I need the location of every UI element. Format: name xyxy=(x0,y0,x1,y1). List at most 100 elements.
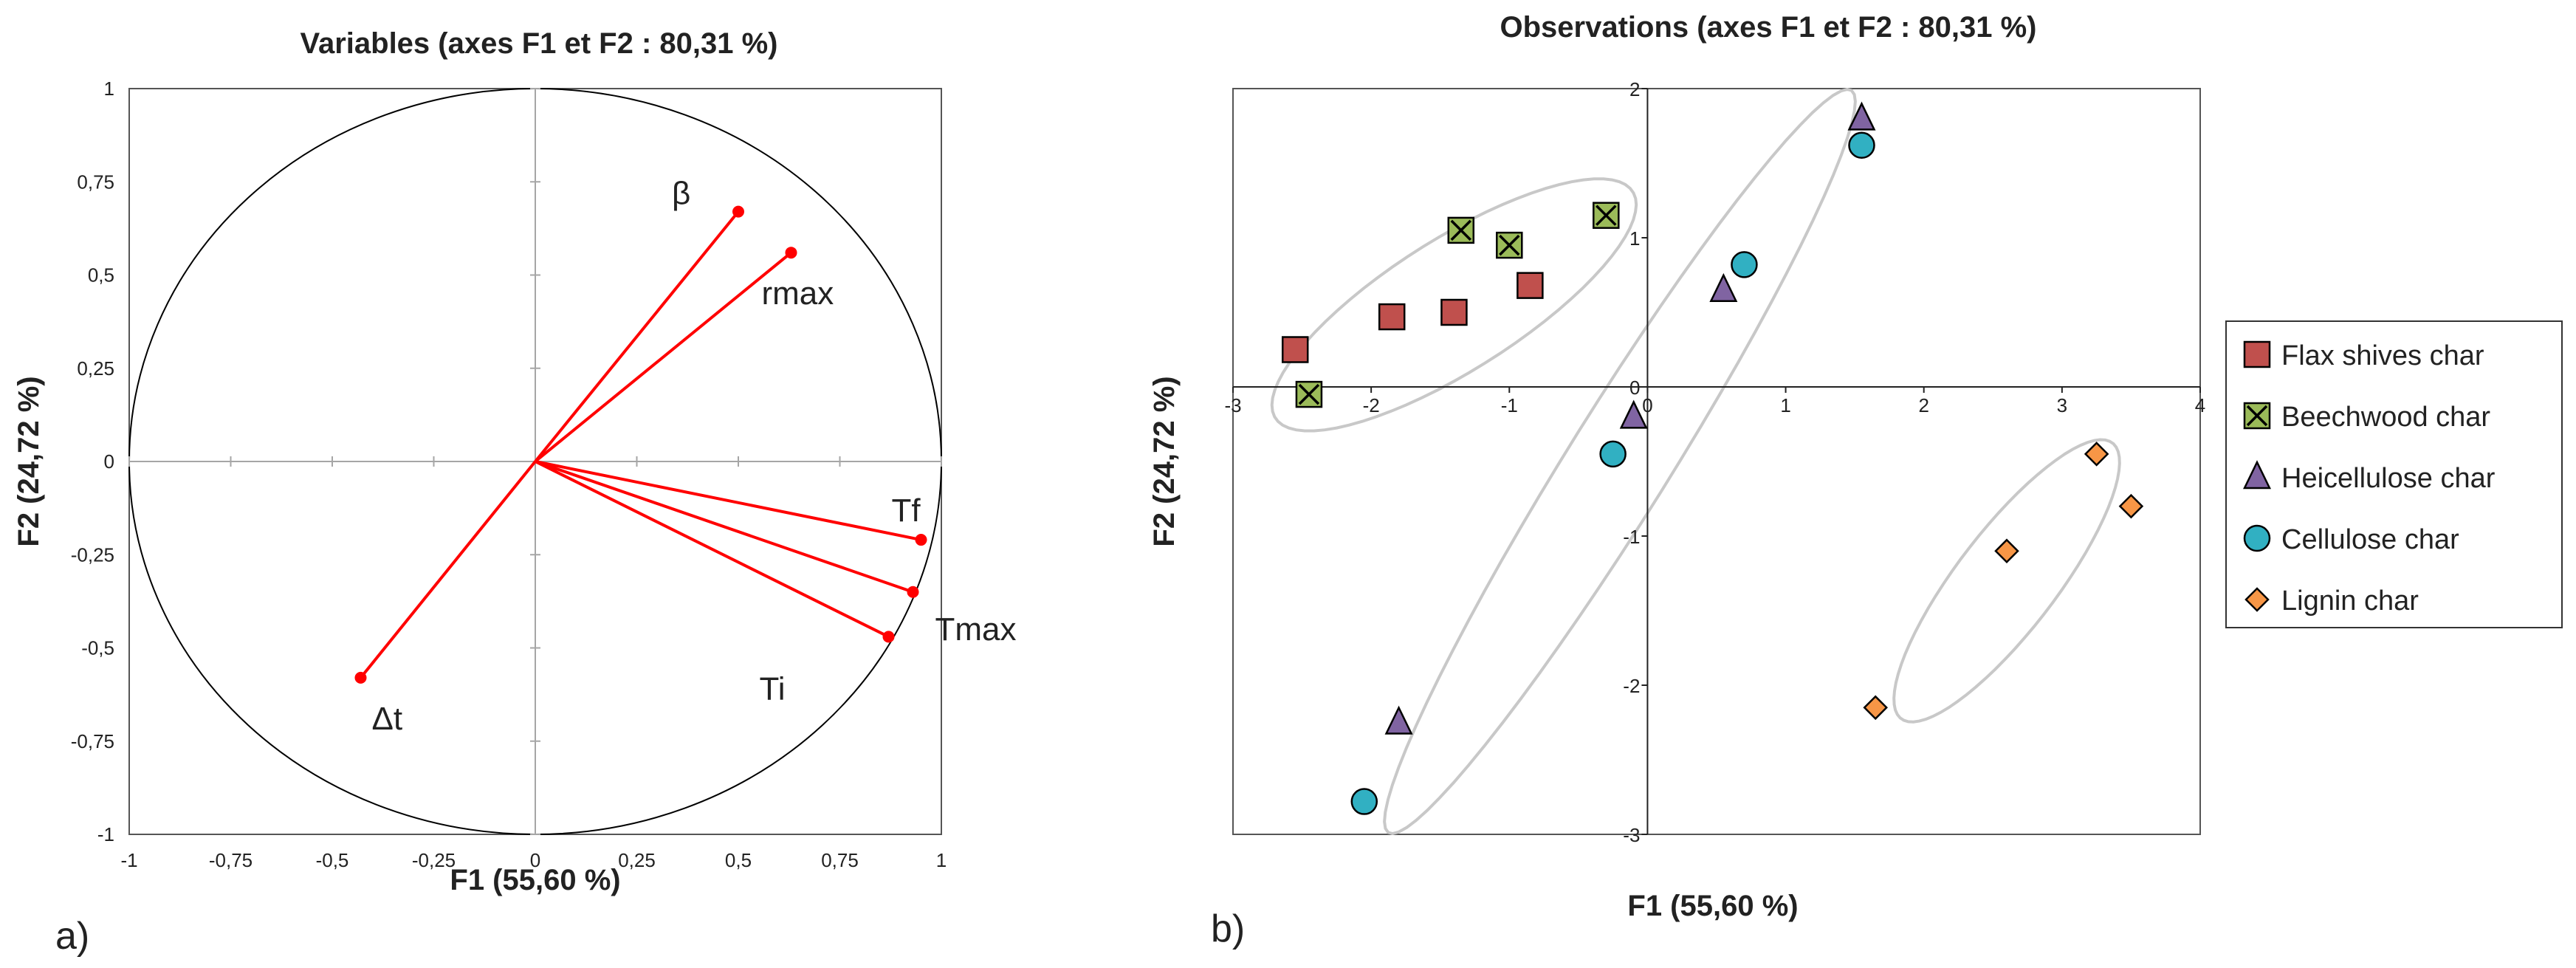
point-3-1 xyxy=(1731,251,1758,278)
chart-b-group-ellipses xyxy=(1270,87,2121,836)
x-tick-label: -0,75 xyxy=(209,849,253,871)
y-tick-label: -0,25 xyxy=(71,543,114,566)
x-tick-label: 4 xyxy=(2195,394,2205,416)
y-tick-label: 0,25 xyxy=(77,357,114,380)
chart-b-points xyxy=(1281,101,2144,815)
y-tick-label: 1 xyxy=(1629,227,1640,250)
variable-label: Tmax xyxy=(935,611,1017,648)
panel-a-label: a) xyxy=(55,915,89,958)
y-tick-label: -2 xyxy=(1623,675,1640,697)
legend-label-0: Flax shives char xyxy=(2281,340,2484,371)
x-tick-label: 0 xyxy=(1642,394,1652,416)
legend-marker-4 xyxy=(2244,587,2270,612)
observations-chart: Observations (axes F1 et F2 : 80,31 %) -… xyxy=(1148,11,2563,950)
point-4-0 xyxy=(2084,442,2109,467)
chart-b-plot-area xyxy=(1232,88,2201,835)
x-tick-label: -2 xyxy=(1363,394,1380,416)
x-tick-label: 2 xyxy=(1918,394,1928,416)
chart-b-legend: Flax shives char Beechwood char Heicellulo… xyxy=(2225,320,2563,628)
chart-a-vectors: β rmax Tf Tmax Ti Δt xyxy=(354,176,1017,737)
variable-label: Δt xyxy=(372,701,403,737)
variable-label: rmax xyxy=(762,275,834,312)
point-3-0 xyxy=(1848,131,1875,159)
chart-b-title: Observations (axes F1 et F2 : 80,31 %) xyxy=(1500,11,2037,44)
vector-3 xyxy=(535,460,914,594)
chart-b-y-axis-label: F2 (24,72 %) xyxy=(1148,376,1181,546)
point-2-3 xyxy=(1384,705,1413,735)
point-1-2-cross xyxy=(1499,234,1520,256)
legend-marker-0 xyxy=(2243,340,2271,368)
point-4-3 xyxy=(1863,695,1888,721)
x-tick-label: 0 xyxy=(530,849,540,871)
legend-label-2: Heicellulose char xyxy=(2281,463,2496,494)
chart-b-axes xyxy=(1232,88,2201,835)
variable-label: Tf xyxy=(892,492,921,529)
variables-chart: Variables (axes F1 et F2 : 80,31 %) -1 -0… xyxy=(13,27,1017,958)
point-2-1 xyxy=(1709,272,1738,302)
chart-a-tick-labels: -1 -0,75 -0,5 -0,25 0 0,25 0,5 0,75 1 1 0,75 0,5 0,2… xyxy=(71,78,947,871)
point-2-2 xyxy=(1619,399,1648,429)
x-tick-label: 3 xyxy=(2057,394,2067,416)
x-tick-label: -0,5 xyxy=(316,849,349,871)
x-tick-label: -3 xyxy=(1224,394,1241,416)
x-tick-label: -1 xyxy=(120,849,137,871)
chart-b-x-axis-label: F1 (55,60 %) xyxy=(1627,890,1798,922)
y-tick-label: 0,75 xyxy=(77,171,114,193)
point-0-2 xyxy=(1440,298,1468,326)
y-tick-label: -1 xyxy=(1623,526,1640,548)
chart-b-tick-labels: -3 -2 -1 0 1 2 3 4 2 1 0 -1 -2 -3 xyxy=(1224,78,2205,846)
vector-point-4 xyxy=(882,631,895,643)
legend-label-1: Beechwood char xyxy=(2281,402,2490,433)
x-tick-label: -0,25 xyxy=(412,849,456,871)
y-tick-label: 0,5 xyxy=(88,264,114,286)
panel-b-label: b) xyxy=(1211,907,1245,950)
y-tick-label: -3 xyxy=(1623,824,1640,846)
point-4-1 xyxy=(2118,493,2144,519)
chart-a-title: Variables (axes F1 et F2 : 80,31 %) xyxy=(300,27,777,60)
legend-marker-1-cross xyxy=(2246,405,2268,427)
vector-0 xyxy=(534,210,740,463)
ellipse-flax-beech xyxy=(1270,177,1638,433)
x-tick-label: 0,75 xyxy=(821,849,859,871)
y-tick-label: -0,5 xyxy=(81,637,114,659)
chart-a-x-axis-label: F1 (55,60 %) xyxy=(450,864,620,896)
legend-box xyxy=(2225,320,2563,628)
point-0-3 xyxy=(1517,272,1544,299)
legend-label-4: Lignin char xyxy=(2281,586,2419,617)
point-0-1 xyxy=(1378,303,1406,331)
vector-point-5 xyxy=(354,671,367,684)
y-tick-label: 0 xyxy=(104,450,114,473)
legend-marker-3 xyxy=(2243,524,2271,552)
y-tick-label: 2 xyxy=(1629,78,1640,100)
x-tick-label: 0,5 xyxy=(725,849,752,871)
chart-a-y-axis-label: F2 (24,72 %) xyxy=(13,376,45,546)
x-tick-label: 0,25 xyxy=(618,849,656,871)
point-1-0-cross xyxy=(1298,383,1320,405)
point-3-3 xyxy=(1350,788,1378,815)
vector-1 xyxy=(534,251,792,463)
x-tick-label: -1 xyxy=(1501,394,1518,416)
vector-point-2 xyxy=(915,534,927,546)
point-3-2 xyxy=(1599,440,1627,468)
ellipse-lignin xyxy=(1892,438,2121,724)
legend-marker-2 xyxy=(2243,460,2271,490)
variable-label: β xyxy=(672,176,690,212)
y-tick-label: 0 xyxy=(1629,377,1640,399)
vector-point-3 xyxy=(907,586,919,598)
vector-point-0 xyxy=(732,205,744,218)
vector-4 xyxy=(535,460,890,639)
point-2-0 xyxy=(1847,101,1876,131)
variable-label: Ti xyxy=(760,670,786,707)
vector-2 xyxy=(535,460,921,542)
point-1-1-cross xyxy=(1450,219,1472,241)
x-tick-label: 1 xyxy=(1780,394,1790,416)
legend-label-3: Cellulose char xyxy=(2281,524,2459,555)
vector-5 xyxy=(359,460,537,679)
ellipse-hemicellulose-cellulose xyxy=(1383,87,1857,836)
y-tick-label: -0,75 xyxy=(71,730,114,752)
y-tick-label: -1 xyxy=(97,823,114,845)
point-0-0 xyxy=(1281,336,1309,363)
point-4-2 xyxy=(1994,538,2019,563)
x-tick-label: 1 xyxy=(936,849,947,871)
